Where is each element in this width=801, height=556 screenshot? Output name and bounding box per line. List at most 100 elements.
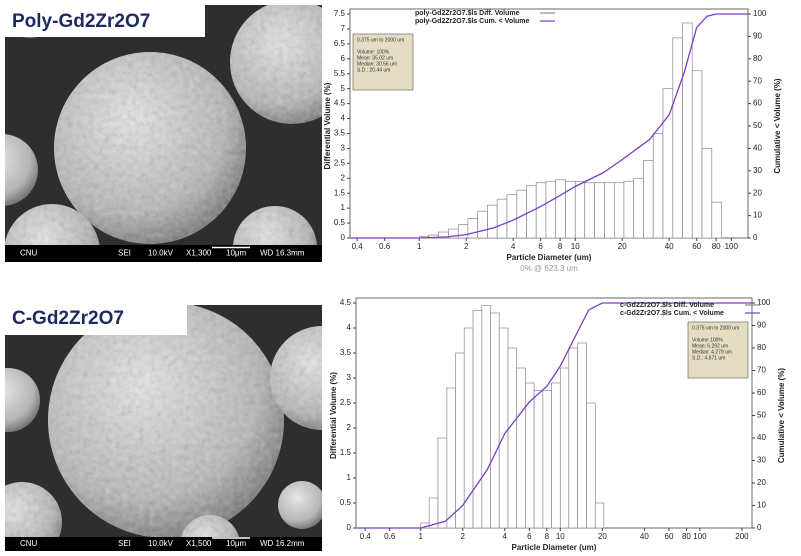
x-tick-label: 40 [640, 532, 649, 541]
sem-image [5, 305, 322, 537]
y-tick-label: 1.5 [334, 188, 346, 197]
y2-axis-title: Cumulative < Volume (%) [773, 78, 782, 174]
x-axis-title: Particle Diameter (um) [512, 543, 597, 552]
y2-tick-label: 100 [757, 298, 771, 307]
y2-tick-label: 90 [753, 32, 762, 41]
y-tick-label: 2.5 [340, 398, 352, 407]
bar [682, 22, 693, 239]
y-tick-label: 2 [347, 423, 352, 432]
y2-tick-label: 70 [757, 366, 766, 375]
sem-info: SEI [118, 539, 131, 548]
sem-info: CNU [20, 539, 38, 548]
y-axis-title: Differential Volume (%) [323, 82, 332, 169]
bar [691, 70, 703, 239]
bar [604, 182, 615, 239]
stats-text: Mean: 6.292 um [692, 343, 728, 349]
y2-tick-label: 60 [753, 99, 762, 108]
bar [496, 198, 508, 239]
bar [542, 390, 552, 529]
bar [559, 367, 570, 529]
legend-label: poly-Gd2Zr2O7.$ls Cum. < Volume [415, 18, 530, 25]
y2-tick-label: 80 [757, 343, 766, 352]
y-tick-label: 1 [341, 203, 346, 212]
y-tick-label: 0 [341, 233, 346, 242]
sem-info: X1,500 [186, 539, 212, 548]
y-tick-label: 4.5 [340, 298, 352, 307]
stats-box [687, 321, 749, 379]
y-tick-label: 3 [347, 373, 352, 382]
y2-tick-label: 50 [757, 411, 766, 420]
y2-tick-label: 80 [753, 54, 762, 63]
sem-info-bar [5, 537, 322, 551]
x-tick-label: 0.4 [360, 532, 372, 541]
x-tick-label: 40 [665, 242, 674, 251]
sem-info: SEI [118, 249, 131, 258]
x-tick-label: 8 [558, 242, 563, 251]
sem-info: 10μm [226, 249, 247, 258]
x-tick-label: 0.4 [352, 242, 364, 251]
label-box [5, 303, 187, 335]
y2-tick-label: 100 [753, 9, 767, 18]
sem-info: 10.0kV [148, 539, 174, 548]
x-tick-label: 2 [461, 532, 466, 541]
y-tick-label: 7 [341, 24, 346, 33]
bar [711, 201, 722, 239]
bar [584, 182, 595, 239]
bar [662, 88, 674, 239]
y2-tick-label: 60 [757, 388, 766, 397]
bar [555, 179, 566, 239]
bar [506, 194, 518, 239]
panel-label: C-Gd2Zr2O7 [12, 308, 124, 329]
x-tick-label: 6 [538, 242, 543, 251]
stats-text: Mean: 35.02 um [357, 55, 393, 61]
x-tick-label: 10 [571, 242, 580, 251]
x-tick-label: 6 [527, 532, 532, 541]
y2-tick-label: 40 [757, 433, 766, 442]
x-tick-label: 4 [503, 532, 508, 541]
stats-text: 0.375 um to 2000 um [692, 325, 739, 331]
y-tick-label: 3.5 [340, 348, 352, 357]
cumulative-line [350, 13, 748, 239]
x-tick-label: 20 [598, 532, 607, 541]
bar [455, 352, 465, 529]
bar [467, 218, 479, 239]
x-tick-label: 80 [682, 532, 691, 541]
bar [594, 182, 605, 239]
y-axis-title: Differential Volume (%) [329, 372, 338, 459]
y2-tick-label: 0 [753, 233, 758, 242]
stats-text: Median: 4.279 um [692, 349, 732, 355]
bar [516, 367, 526, 529]
y2-tick-label: 10 [757, 501, 766, 510]
x-tick-label: 200 [735, 532, 749, 541]
y-tick-label: 0 [347, 523, 352, 532]
stats-text: 0.375 um to 2000 um [357, 37, 404, 43]
bar [481, 305, 491, 529]
sem-info: WD 16.2mm [260, 539, 305, 548]
y-tick-label: 4 [347, 323, 352, 332]
x-tick-label: 2 [464, 242, 469, 251]
sem-info: CNU [20, 249, 38, 258]
stats-text: S.D.: 4.871 um [692, 355, 725, 361]
label-box [5, 5, 205, 37]
bar [574, 180, 586, 239]
y-tick-label: 6.5 [334, 39, 346, 48]
y-tick-label: 2 [341, 173, 346, 182]
y-tick-label: 2.5 [334, 158, 346, 167]
x-tick-label: 60 [665, 532, 674, 541]
bar [586, 402, 596, 529]
bar [613, 182, 625, 239]
bar [507, 347, 518, 529]
y2-axis-title: Cumulative < Volume (%) [777, 368, 786, 464]
bar [463, 327, 474, 529]
panel-label: Poly-Gd2Zr2O7 [12, 11, 150, 32]
y-tick-label: 0.5 [340, 498, 352, 507]
y2-tick-label: 30 [753, 166, 762, 175]
x-tick-label: 0.6 [379, 242, 391, 251]
bar [498, 327, 509, 529]
x-tick-label: 100 [725, 242, 739, 251]
sem-info: 10.0kV [148, 249, 174, 258]
x-tick-label: 1 [417, 242, 422, 251]
y-tick-label: 3.5 [334, 129, 346, 138]
bar [535, 182, 547, 239]
